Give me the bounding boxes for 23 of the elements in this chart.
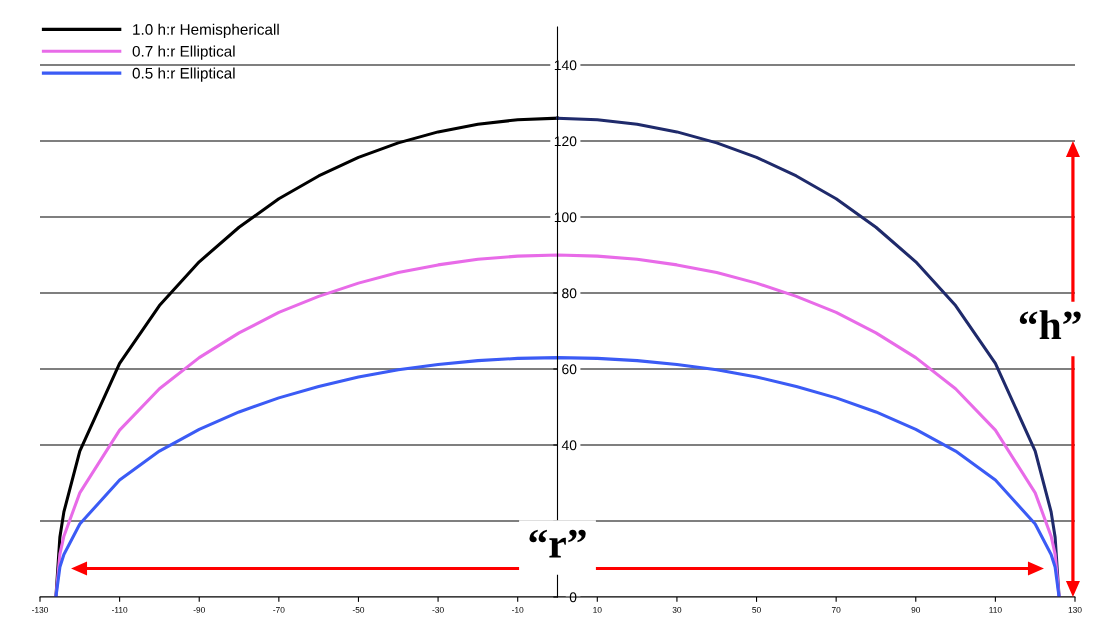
x-tick-label: -110 [111, 606, 128, 613]
annotation: “h” [1019, 310, 1081, 340]
legend-label: 1.0 h:r Hemisphericall [133, 23, 279, 38]
x-tick-label: -130 [32, 606, 49, 613]
x-tick-label: -10 [512, 606, 524, 613]
x-tick-label: -50 [352, 606, 365, 613]
legend-label: 0.5 h:r Elliptical [132, 67, 235, 82]
x-tick-label: 110 [989, 606, 1002, 613]
x-tick-label: 90 [911, 606, 921, 613]
x-tick-label: -30 [432, 606, 444, 613]
annotation: “r” [529, 529, 586, 558]
y-tick-label: 60 [562, 364, 577, 375]
x-tick-label: -70 [273, 606, 285, 613]
x-tick-label: 130 [1068, 606, 1082, 613]
x-tick-label: -90 [193, 606, 205, 613]
legend-label: 0.7 h:r Elliptical [132, 45, 235, 60]
y-tick-label: 0 [569, 592, 577, 603]
x-tick-label: 70 [831, 606, 841, 613]
x-tick-label: 30 [672, 606, 682, 613]
y-tick-label: 80 [562, 288, 577, 299]
y-tick-label: 40 [561, 440, 577, 451]
x-tick-label: 10 [593, 606, 602, 613]
x-tick-label: 50 [752, 606, 761, 613]
